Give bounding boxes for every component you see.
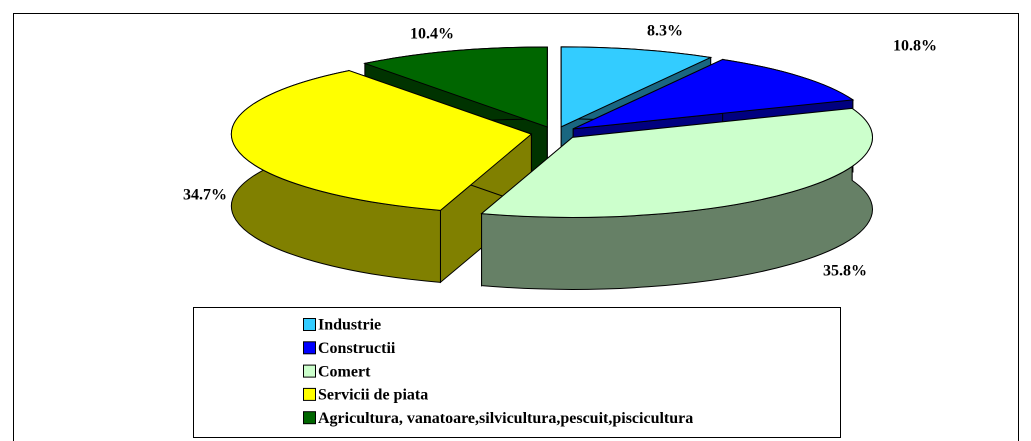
legend-swatch	[303, 318, 316, 331]
legend-swatch	[303, 364, 316, 378]
slice	[480, 107, 873, 218]
legend-label: Industrie	[318, 317, 381, 334]
slice	[572, 58, 855, 130]
legend-label: Comert	[318, 363, 371, 380]
data-label: 10.4%	[410, 26, 454, 43]
legend-label: Constructii	[318, 340, 396, 357]
legend-label: Servicii de piata	[318, 387, 428, 404]
legend-label: Agricultura, vanatoare,silvicultura,pesc…	[318, 410, 693, 427]
data-label: 10.8%	[893, 38, 937, 55]
legend-swatch	[303, 341, 316, 355]
legend-swatch	[303, 411, 316, 425]
slice	[363, 46, 548, 128]
data-label: 34.7%	[183, 187, 227, 204]
legend: Industrie Constructii Comert Servicii de pi…	[303, 317, 693, 427]
slice	[230, 70, 533, 211]
data-label: 8.3%	[647, 23, 683, 40]
data-label: 35.8%	[823, 263, 867, 280]
legend-box	[193, 307, 841, 438]
slice	[560, 46, 713, 128]
legend-swatch	[303, 387, 316, 401]
pie: 8.3% 10.8% 35.8% 34.7% 10.4%	[183, 23, 937, 290]
